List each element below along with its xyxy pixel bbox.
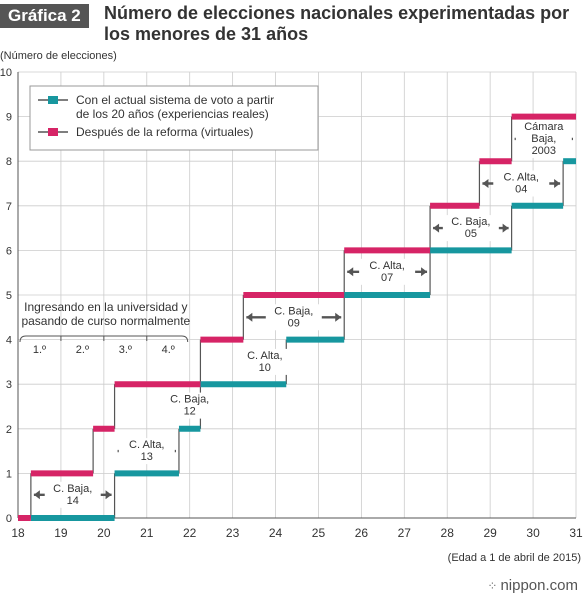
annotation-label-bg (442, 215, 499, 242)
legend-label: Con el actual sistema de voto a partir (76, 93, 274, 107)
y-tick-label: 3 (6, 379, 12, 391)
annotation-label-bg (359, 258, 416, 285)
brand-footer[interactable]: ⁘ nippon.com (487, 577, 578, 594)
x-tick-label: 28 (441, 526, 455, 540)
annotation-label: 05 (465, 228, 477, 240)
x-tick-label: 30 (526, 526, 540, 540)
x-tick-label: 31 (569, 526, 583, 540)
arrow-left-icon (347, 267, 354, 277)
chart-header: Gráfica 2 Número de elecciones nacionale… (0, 0, 584, 50)
x-axis-label: (Edad a 1 de abril de 2015) (448, 552, 581, 564)
annotation-label: C. Baja, (274, 305, 313, 317)
annotation-label-bg (161, 392, 218, 419)
arrow-right-icon (421, 267, 428, 277)
annotation-label-bg (265, 304, 322, 331)
annotation-label-bg (44, 481, 101, 508)
y-tick-label: 7 (6, 201, 12, 213)
x-tick-label: 18 (11, 526, 25, 540)
university-year-label: 1.º (33, 344, 46, 356)
university-note-text: pasando de curso normalmente (21, 314, 190, 328)
y-tick-label: 9 (6, 112, 12, 124)
legend-label: de los 20 años (experiencias reales) (76, 107, 269, 121)
university-note-text: Ingresando en la universidad y (24, 300, 187, 314)
x-tick-label: 19 (54, 526, 68, 540)
annotation-label: Baja, (531, 133, 556, 145)
y-tick-label: 0 (6, 513, 12, 525)
legend-swatch (48, 96, 58, 104)
legend-swatch (48, 128, 58, 136)
annotation-label: Cámara (524, 121, 564, 133)
annotation-label-bg (118, 438, 175, 465)
arrow-left-icon (33, 490, 40, 500)
annotation-label: C. Baja, (451, 216, 490, 228)
arrow-right-icon (335, 312, 342, 322)
legend-box (29, 85, 319, 151)
annotation-label: C. Alta, (247, 350, 282, 362)
university-year-label: 2.º (76, 344, 89, 356)
y-tick-label: 4 (6, 335, 12, 347)
arrow-right-icon (554, 179, 561, 188)
y-tick-label: 10 (0, 67, 12, 79)
x-tick-label: 20 (97, 526, 111, 540)
arrow-left-icon (482, 179, 489, 188)
annotation-label: C. Baja, (170, 394, 209, 406)
annotation-label-bg (493, 170, 550, 197)
figure-badge: Gráfica 2 (0, 4, 89, 28)
brand-name: nippon.com (500, 577, 578, 594)
university-year-label: 3.º (119, 344, 132, 356)
arrow-right-icon (502, 223, 509, 233)
x-tick-label: 21 (140, 526, 154, 540)
arrow-left-icon (246, 312, 253, 322)
y-tick-label: 8 (6, 156, 12, 168)
annotation-label: C. Alta, (504, 172, 539, 184)
y-tick-label: 6 (6, 245, 12, 257)
dots-icon: ⁘ (487, 579, 498, 593)
annotation-label: 09 (288, 317, 300, 329)
y-axis-label: (Número de elecciones) (0, 50, 117, 62)
annotation-label: 2003 (532, 145, 556, 157)
x-tick-label: 22 (183, 526, 197, 540)
y-tick-label: 1 (6, 468, 12, 480)
annotation-label: 04 (515, 184, 527, 196)
annotation-label: 07 (381, 272, 393, 284)
annotation-label: 12 (184, 406, 196, 418)
annotation-label: C. Baja, (53, 483, 92, 495)
y-tick-label: 2 (6, 424, 12, 436)
annotation-label: C. Alta, (369, 260, 404, 272)
annotation-label: 14 (67, 495, 79, 507)
arrow-left-icon (433, 223, 440, 233)
annotation-label: 13 (141, 451, 153, 463)
x-tick-label: 24 (269, 526, 283, 540)
annotation-label-bg (236, 348, 293, 375)
annotation-label: C. Alta, (129, 439, 164, 451)
x-tick-label: 26 (355, 526, 369, 540)
legend-label: Después de la reforma (virtuales) (76, 125, 253, 139)
university-year-label: 4.º (162, 344, 175, 356)
y-tick-label: 5 (6, 290, 12, 302)
chart-title: Número de elecciones nacionales experime… (104, 3, 570, 44)
x-tick-label: 27 (398, 526, 412, 540)
annotation-label: 10 (259, 362, 271, 374)
x-tick-label: 25 (312, 526, 326, 540)
x-tick-label: 29 (483, 526, 497, 540)
x-tick-label: 23 (226, 526, 240, 540)
annotation-label-bg (515, 119, 572, 158)
arrow-right-icon (105, 490, 112, 500)
